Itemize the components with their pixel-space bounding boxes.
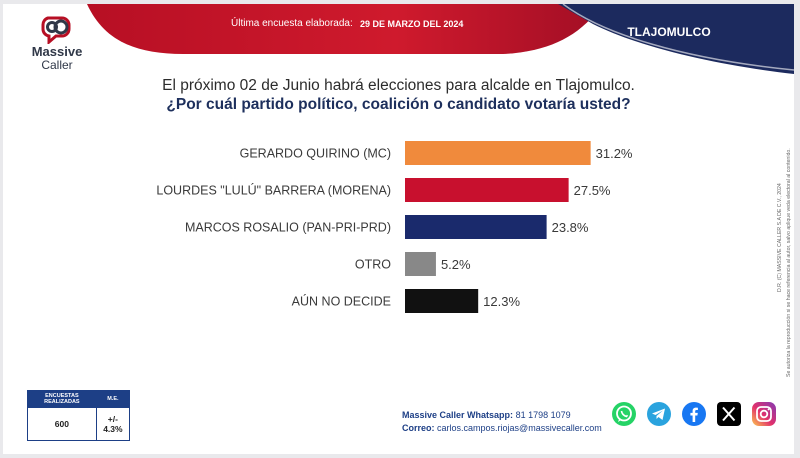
- instagram-icon[interactable]: [751, 401, 777, 427]
- category-label: MARCOS ROSALIO (PAN-PRI-PRD): [185, 221, 391, 235]
- bar: [405, 178, 569, 202]
- category-label: GERARDO QUIRINO (MC): [240, 147, 391, 161]
- value-label: 23.8%: [552, 220, 589, 235]
- value-label: 27.5%: [574, 183, 611, 198]
- survey-date-label: Última encuesta elaborada:: [231, 18, 353, 29]
- surveys-value: 600: [27, 407, 97, 441]
- social-icons: [611, 401, 777, 427]
- category-label: LOURDES "LULÚ" BARRERA (MORENA): [156, 183, 391, 198]
- margin-error-value: +/- 4.3%: [95, 407, 131, 441]
- logo-text-line2: Caller: [41, 58, 73, 72]
- category-label: OTRO: [355, 258, 391, 272]
- question-context: El próximo 02 de Junio habrá elecciones …: [162, 77, 635, 94]
- telegram-icon[interactable]: [646, 401, 672, 427]
- facebook-icon[interactable]: [681, 401, 707, 427]
- x-icon[interactable]: [716, 401, 742, 427]
- whatsapp-label: Massive Caller Whatsapp:: [402, 410, 514, 420]
- email-label: Correo:: [402, 423, 435, 433]
- copyright-line2: Se autoriza la reproducción si se hace r…: [786, 148, 792, 377]
- bar: [405, 141, 591, 165]
- category-label: AÚN NO DECIDE: [292, 294, 391, 309]
- bar: [405, 252, 436, 276]
- poll-card: Massive Caller Última encuesta elaborada…: [3, 4, 794, 454]
- logo-text-line1: Massive: [31, 44, 83, 59]
- survey-date: 29 DE MARZO DEL 2024: [360, 19, 464, 29]
- logo-icon: [41, 16, 71, 44]
- region-name: TLAJOMULCO: [627, 25, 711, 39]
- contact-info: Massive Caller Whatsapp: 81 1798 1079 Co…: [402, 409, 602, 435]
- bar-chart: GERARDO QUIRINO (MC) 31.2% LOURDES "LULÚ" …: [156, 141, 633, 313]
- value-label: 31.2%: [596, 146, 633, 161]
- email-address[interactable]: carlos.campos.riojas@massivecaller.com: [437, 423, 602, 433]
- value-label: 12.3%: [483, 294, 520, 309]
- question-title: ¿Por cuál partido político, coalición o …: [166, 96, 631, 113]
- surveys-header: ENCUESTAS REALIZADAS: [27, 390, 97, 408]
- header-banner: [87, 4, 794, 74]
- whatsapp-icon[interactable]: [611, 401, 637, 427]
- value-label: 5.2%: [441, 257, 471, 272]
- copyright-line1: D.R. (C) MASSIVE CALLER S.A DE C.V., 202…: [777, 183, 783, 292]
- bar: [405, 215, 547, 239]
- margin-error-header: M.E.: [95, 390, 131, 408]
- whatsapp-number[interactable]: 81 1798 1079: [515, 410, 571, 420]
- bar: [405, 289, 479, 313]
- survey-stats-table: ENCUESTAS REALIZADAS M.E. 600 +/- 4.3%: [27, 390, 131, 441]
- massive-caller-logo: Massive Caller: [17, 14, 97, 71]
